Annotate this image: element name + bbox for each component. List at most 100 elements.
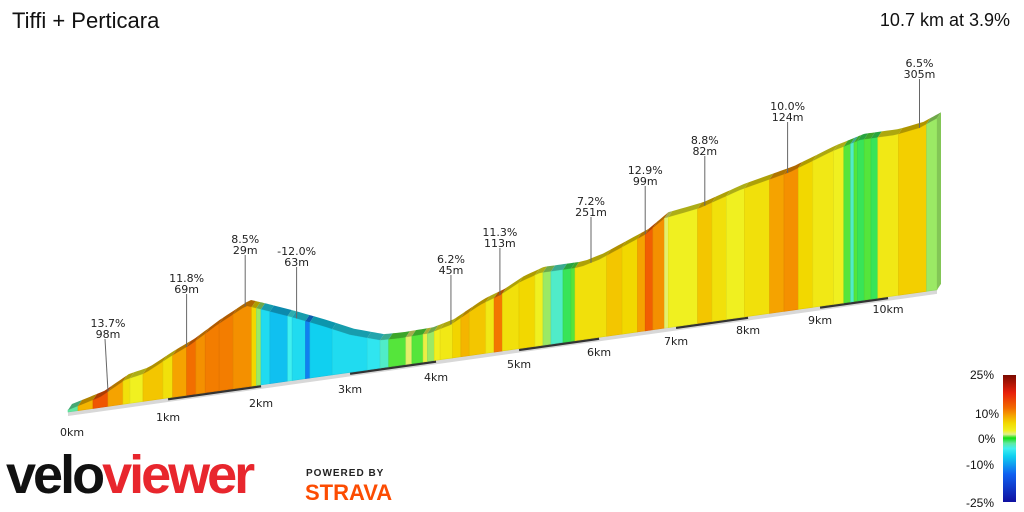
annotation-length: 113m: [484, 237, 516, 250]
gradient-segment: [251, 306, 257, 387]
gradient-segment-top: [143, 355, 167, 374]
gradient-segment: [422, 333, 428, 363]
gradient-segment: [877, 133, 899, 299]
gradient-segment: [798, 160, 814, 310]
gradient-segment: [726, 187, 745, 320]
gradient-segment: [769, 173, 785, 314]
annotation-grade: 6.5%: [906, 57, 934, 70]
gradient-segment: [427, 330, 435, 362]
annotation-length: 98m: [96, 328, 121, 341]
gradient-segment: [260, 308, 271, 386]
annotation-grade: 11.8%: [169, 272, 204, 285]
annotation-grade: 11.3%: [482, 226, 517, 239]
gradient-segment: [697, 202, 713, 324]
gradient-segment-top: [423, 327, 432, 335]
legend-color-bar: [1003, 375, 1016, 502]
x-tick-label: 1km: [156, 411, 180, 424]
gradient-segment-top: [664, 211, 673, 219]
gradient-segment-top: [606, 241, 627, 256]
x-tick-label: 3km: [338, 383, 362, 396]
gradient-segment-top: [440, 317, 457, 329]
gradient-segment-top: [850, 136, 858, 144]
climb-summary: 10.7 km at 3.9%: [879, 10, 1010, 30]
gradient-segment-top: [332, 323, 372, 338]
annotation-grade: 8.5%: [231, 233, 259, 246]
km-marker-bar: [675, 315, 749, 330]
gradient-segment-top: [405, 330, 416, 338]
gradient-segment: [853, 140, 858, 302]
page-title: Tiffi + Perticara: [12, 8, 160, 33]
gradient-segment-top: [309, 316, 337, 330]
annotation-length: 69m: [174, 283, 199, 296]
x-tick-label: 9km: [808, 314, 832, 327]
gradient-segment: [460, 311, 470, 358]
gradient-segment: [269, 311, 289, 384]
gradient-segment: [542, 270, 552, 346]
gradient-segment-top: [388, 331, 410, 340]
legend-label: -10%: [966, 458, 995, 472]
x-tick-label: 5km: [507, 358, 531, 371]
gradient-segment: [606, 246, 623, 337]
gradient-segment-top: [798, 154, 817, 168]
gradient-segment: [833, 146, 845, 305]
legend-label: 10%: [975, 407, 1000, 421]
gradient-segment-top: [305, 315, 314, 323]
gradient-segment-top: [287, 310, 297, 318]
gradient-segment-top: [857, 133, 869, 141]
gradient-segment-top: [519, 269, 539, 283]
veloviewer-logo: veloviewer: [6, 445, 255, 505]
gradient-segment-top: [93, 385, 112, 400]
powered-by-label: POWERED BY: [306, 468, 385, 479]
annotation-length: 63m: [284, 256, 309, 269]
gradient-segment: [637, 233, 646, 333]
gradient-segment: [388, 336, 407, 368]
gradient-segment: [405, 335, 413, 365]
gradient-segment-top: [726, 182, 749, 197]
gradient-segment: [711, 195, 727, 322]
km-marker-bar: [518, 336, 600, 352]
gradient-segment-top: [411, 328, 428, 337]
gradient-segment-top: [812, 144, 838, 161]
annotation-grade: 8.8%: [691, 134, 719, 147]
gradient-segment: [218, 313, 234, 392]
annotation-length: 251m: [575, 206, 607, 219]
gradient-segment-top: [485, 292, 499, 303]
gradient-segment-top: [843, 137, 855, 147]
gradient-segment: [857, 138, 865, 302]
gradient-segment: [562, 268, 572, 343]
gradient-segment-top: [926, 112, 941, 125]
gradient-segment-top: [78, 393, 97, 406]
gradient-segment-top: [380, 333, 393, 341]
gradient-segment: [898, 123, 927, 296]
km-marker-bar: [819, 296, 889, 309]
gradient-segment-top: [668, 202, 702, 218]
annotation-grade: 6.2%: [437, 253, 465, 266]
gradient-segment: [574, 254, 608, 342]
gradient-segment-top: [205, 317, 224, 334]
gradient-segment: [287, 315, 293, 382]
gradient-segment-top: [68, 399, 82, 410]
gradient-segment: [379, 338, 390, 369]
x-tick-label: 6km: [587, 346, 611, 359]
gradient-segment-top: [697, 196, 716, 209]
gradient-segment-top: [469, 296, 490, 313]
gradient-segment-top: [645, 221, 657, 235]
gradient-segment-top: [123, 372, 134, 382]
gradient-segment: [452, 317, 462, 359]
gradient-segment: [162, 354, 173, 399]
gradient-segment: [870, 137, 879, 300]
annotation-grade: 7.2%: [577, 195, 605, 208]
gradient-segment: [186, 340, 197, 396]
gradient-segment-top: [871, 131, 882, 139]
gradient-segment-top: [898, 118, 931, 134]
gradient-segment: [863, 137, 872, 301]
gradient-segment: [485, 297, 495, 354]
gradient-segment: [926, 117, 938, 292]
gradient-segment-top: [622, 232, 642, 248]
gradient-segment: [232, 305, 252, 390]
gradient-segment-top: [744, 173, 774, 189]
gradient-segment: [744, 178, 770, 318]
gradient-segment-top: [571, 261, 579, 269]
annotation-grade: -12.0%: [277, 245, 316, 258]
